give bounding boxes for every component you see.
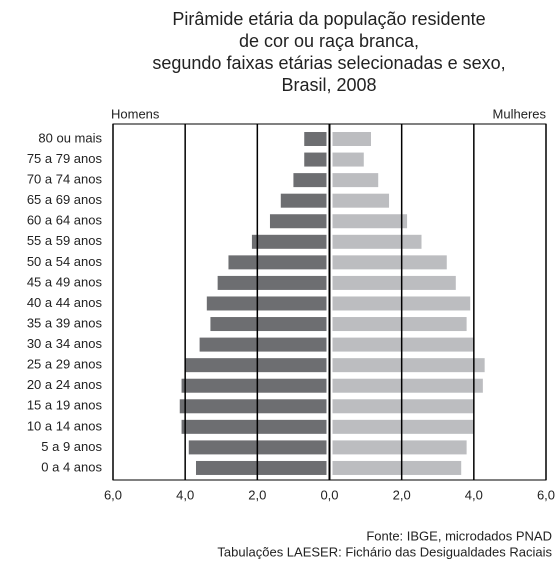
y-tick-label: 70 a 74 anos: [27, 172, 103, 187]
bar: [332, 152, 364, 167]
bar: [199, 337, 327, 352]
y-tick-label: 15 a 19 anos: [27, 398, 103, 413]
y-tick-label: 30 a 34 anos: [27, 336, 103, 351]
y-tick-label: 45 a 49 anos: [27, 274, 103, 289]
bar: [332, 214, 408, 229]
bar: [332, 255, 447, 270]
y-tick-label: 10 a 14 anos: [27, 418, 103, 433]
x-tick-label: 4,0: [176, 487, 194, 502]
y-tick-label: 20 a 24 anos: [27, 377, 103, 392]
legend-label: Mulheres: [493, 106, 547, 121]
bar: [185, 358, 327, 373]
bar: [332, 193, 390, 208]
y-tick-label: 5 a 9 anos: [41, 439, 102, 454]
bar: [332, 358, 485, 373]
bar: [332, 132, 371, 146]
bar: [304, 152, 327, 167]
bar: [332, 173, 379, 188]
y-tick-label: 25 a 29 anos: [27, 357, 103, 372]
chart-title: segundo faixas etárias selecionadas e se…: [152, 53, 505, 73]
bar: [293, 173, 327, 188]
plot-frame: [112, 123, 547, 481]
y-tick-label: 0 a 4 anos: [41, 459, 102, 474]
bar: [332, 419, 474, 434]
source-note: Tabulações LAESER: Fichário das Desigual…: [217, 544, 552, 559]
x-tick-label: 0,0: [320, 487, 338, 502]
legend-label: Homens: [111, 106, 160, 121]
bar: [332, 337, 474, 352]
bar: [269, 214, 327, 229]
bar: [195, 460, 327, 475]
y-tick-label: 65 a 69 anos: [27, 192, 103, 207]
bar: [332, 460, 462, 475]
x-tick-label: 6,0: [104, 487, 122, 502]
bar: [332, 399, 474, 414]
y-tick-label: 50 a 54 anos: [27, 254, 103, 269]
bar: [181, 378, 327, 393]
x-tick-label: 6,0: [537, 487, 555, 502]
source-note: Fonte: IBGE, microdados PNAD: [366, 528, 552, 543]
bar: [332, 378, 483, 393]
bar: [251, 234, 327, 249]
bar: [181, 419, 327, 434]
bar: [210, 317, 327, 332]
y-tick-label: 75 a 79 anos: [27, 151, 103, 166]
bar: [332, 234, 422, 249]
bar: [332, 275, 456, 290]
y-tick-label: 40 a 44 anos: [27, 295, 103, 310]
y-tick-label: 80 ou mais: [38, 130, 102, 145]
chart-title: de cor ou raça branca,: [239, 31, 419, 51]
chart-title: Pirâmide etária da população residente: [172, 9, 485, 29]
bar: [332, 440, 467, 455]
chart-title: Brasil, 2008: [281, 75, 376, 95]
y-tick-label: 55 a 59 anos: [27, 233, 103, 248]
x-tick-label: 2,0: [248, 487, 266, 502]
x-tick-label: 4,0: [465, 487, 483, 502]
bar: [179, 399, 327, 414]
x-tick-label: 2,0: [393, 487, 411, 502]
bar: [304, 132, 327, 146]
bar: [217, 275, 327, 290]
bar: [228, 255, 327, 270]
bar: [206, 296, 327, 311]
y-tick-label: 60 a 64 anos: [27, 213, 103, 228]
bar: [280, 193, 327, 208]
bar: [332, 317, 467, 332]
y-tick-label: 35 a 39 anos: [27, 315, 103, 330]
